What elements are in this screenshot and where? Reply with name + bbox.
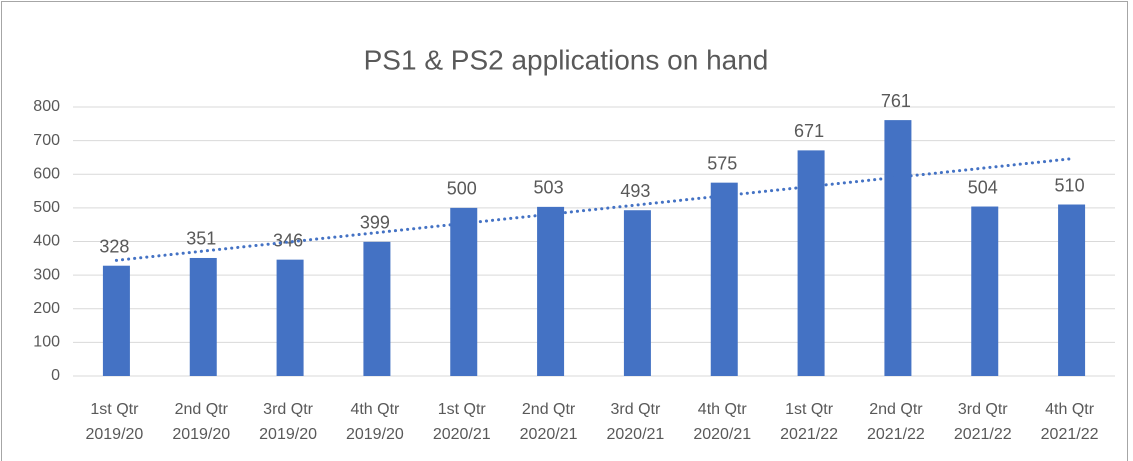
x-tick-label: 4th Qtr [1045,401,1095,418]
bar [884,120,912,377]
y-tick-label: 500 [33,199,60,216]
bar [102,265,130,376]
x-tick-label: 3rd Qtr [263,401,313,418]
data-label: 575 [707,153,737,173]
data-label: 671 [794,121,824,141]
bar [276,259,304,376]
trendline [114,157,1074,262]
y-tick-label: 0 [51,367,60,384]
x-tick-label: 2021/22 [780,426,838,443]
x-tick-label: 2021/22 [867,426,925,443]
data-label: 351 [186,229,216,249]
x-tick-label: 1st Qtr [785,401,834,418]
x-tick-label: 4th Qtr [350,401,400,418]
y-tick-label: 200 [33,300,60,317]
y-tick-label: 300 [33,266,60,283]
chart-title: PS1 & PS2 applications on hand [364,44,769,75]
data-label: 493 [620,181,650,201]
x-tick-label: 2020/21 [433,426,491,443]
bar [971,206,999,376]
y-tick-label: 400 [33,233,60,250]
bar [363,241,391,376]
x-tick-label: 2nd Qtr [522,401,576,418]
x-tick-label: 2nd Qtr [869,401,923,418]
bar [189,257,217,376]
y-tick-label: 800 [33,98,60,115]
y-tick-label: 600 [33,165,60,182]
x-tick-label: 2019/20 [85,426,143,443]
x-tick-label: 2nd Qtr [175,401,229,418]
x-tick-label: 2021/22 [954,426,1012,443]
bar [537,206,565,376]
data-label: 399 [360,213,390,233]
bar [710,182,738,376]
x-tick-label: 4th Qtr [698,401,748,418]
x-tick-label: 2021/22 [1041,426,1099,443]
x-tick-label: 2020/21 [606,426,664,443]
data-label: 761 [881,91,911,111]
x-tick-label: 2019/20 [259,426,317,443]
y-tick-label: 700 [33,132,60,149]
bar [450,207,478,376]
data-label: 328 [99,236,129,256]
bar [1058,204,1086,376]
bar [623,210,651,376]
x-tick-label: 2019/20 [346,426,404,443]
data-label: 503 [534,178,564,198]
x-tick-label: 3rd Qtr [958,401,1008,418]
data-label: 346 [273,230,303,250]
data-label: 504 [968,177,998,197]
x-tick-label: 2020/21 [693,426,751,443]
data-label: 500 [447,179,477,199]
x-tick-label: 2019/20 [172,426,230,443]
x-tick-label: 3rd Qtr [611,401,661,418]
y-tick-label: 100 [33,334,60,351]
x-tick-label: 2020/21 [520,426,578,443]
x-tick-label: 1st Qtr [90,401,139,418]
x-tick-label: 1st Qtr [438,401,487,418]
data-label: 510 [1055,175,1085,195]
